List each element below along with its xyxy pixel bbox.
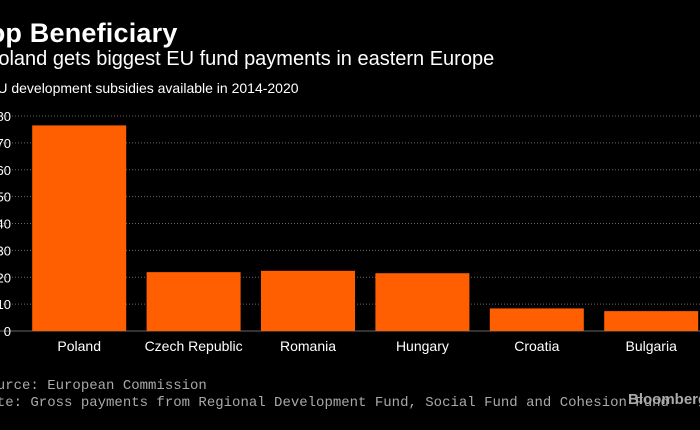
y-tick-label: 60 bbox=[0, 163, 11, 178]
chart-subtitle: Poland gets biggest EU fund payments in … bbox=[0, 48, 495, 70]
bar-romania bbox=[261, 270, 355, 331]
y-tick-label: 70 bbox=[0, 136, 11, 151]
category-labels: Poland Czech Republic Romania Hungary Croati… bbox=[57, 338, 677, 354]
y-tick-labels: 0 10 20 30 40 50 60 70 80 bbox=[0, 109, 11, 339]
category-label: Romania bbox=[280, 338, 336, 354]
bar-czech-republic bbox=[146, 272, 241, 331]
y-tick-label: 40 bbox=[0, 217, 11, 232]
bloomberg-logo: Bloomberg bbox=[628, 391, 700, 408]
category-label: Czech Republic bbox=[145, 338, 243, 354]
y-tick-label: 10 bbox=[0, 297, 11, 312]
category-label: Bulgaria bbox=[626, 338, 678, 354]
category-label: Hungary bbox=[396, 338, 449, 354]
y-axis-unit-label: EU development subsidies available in 20… bbox=[0, 80, 299, 96]
y-tick-label: 20 bbox=[0, 270, 11, 285]
y-tick-label: 30 bbox=[0, 243, 11, 258]
y-tick-label: 0 bbox=[4, 324, 11, 339]
category-label: Croatia bbox=[514, 338, 559, 354]
source-note: Source: European Commission bbox=[0, 378, 207, 394]
bar-croatia bbox=[489, 308, 584, 331]
y-tick-label: 50 bbox=[0, 190, 11, 205]
bar-poland bbox=[32, 125, 127, 331]
bar-hungary bbox=[375, 273, 470, 331]
chart-title: Top Beneficiary bbox=[0, 18, 178, 48]
footnote: Note: Gross payments from Regional Devel… bbox=[0, 395, 669, 411]
bar-bulgaria bbox=[604, 311, 699, 331]
category-label: Poland bbox=[57, 338, 101, 354]
y-tick-label: 80 bbox=[0, 109, 11, 124]
bars bbox=[32, 125, 699, 331]
